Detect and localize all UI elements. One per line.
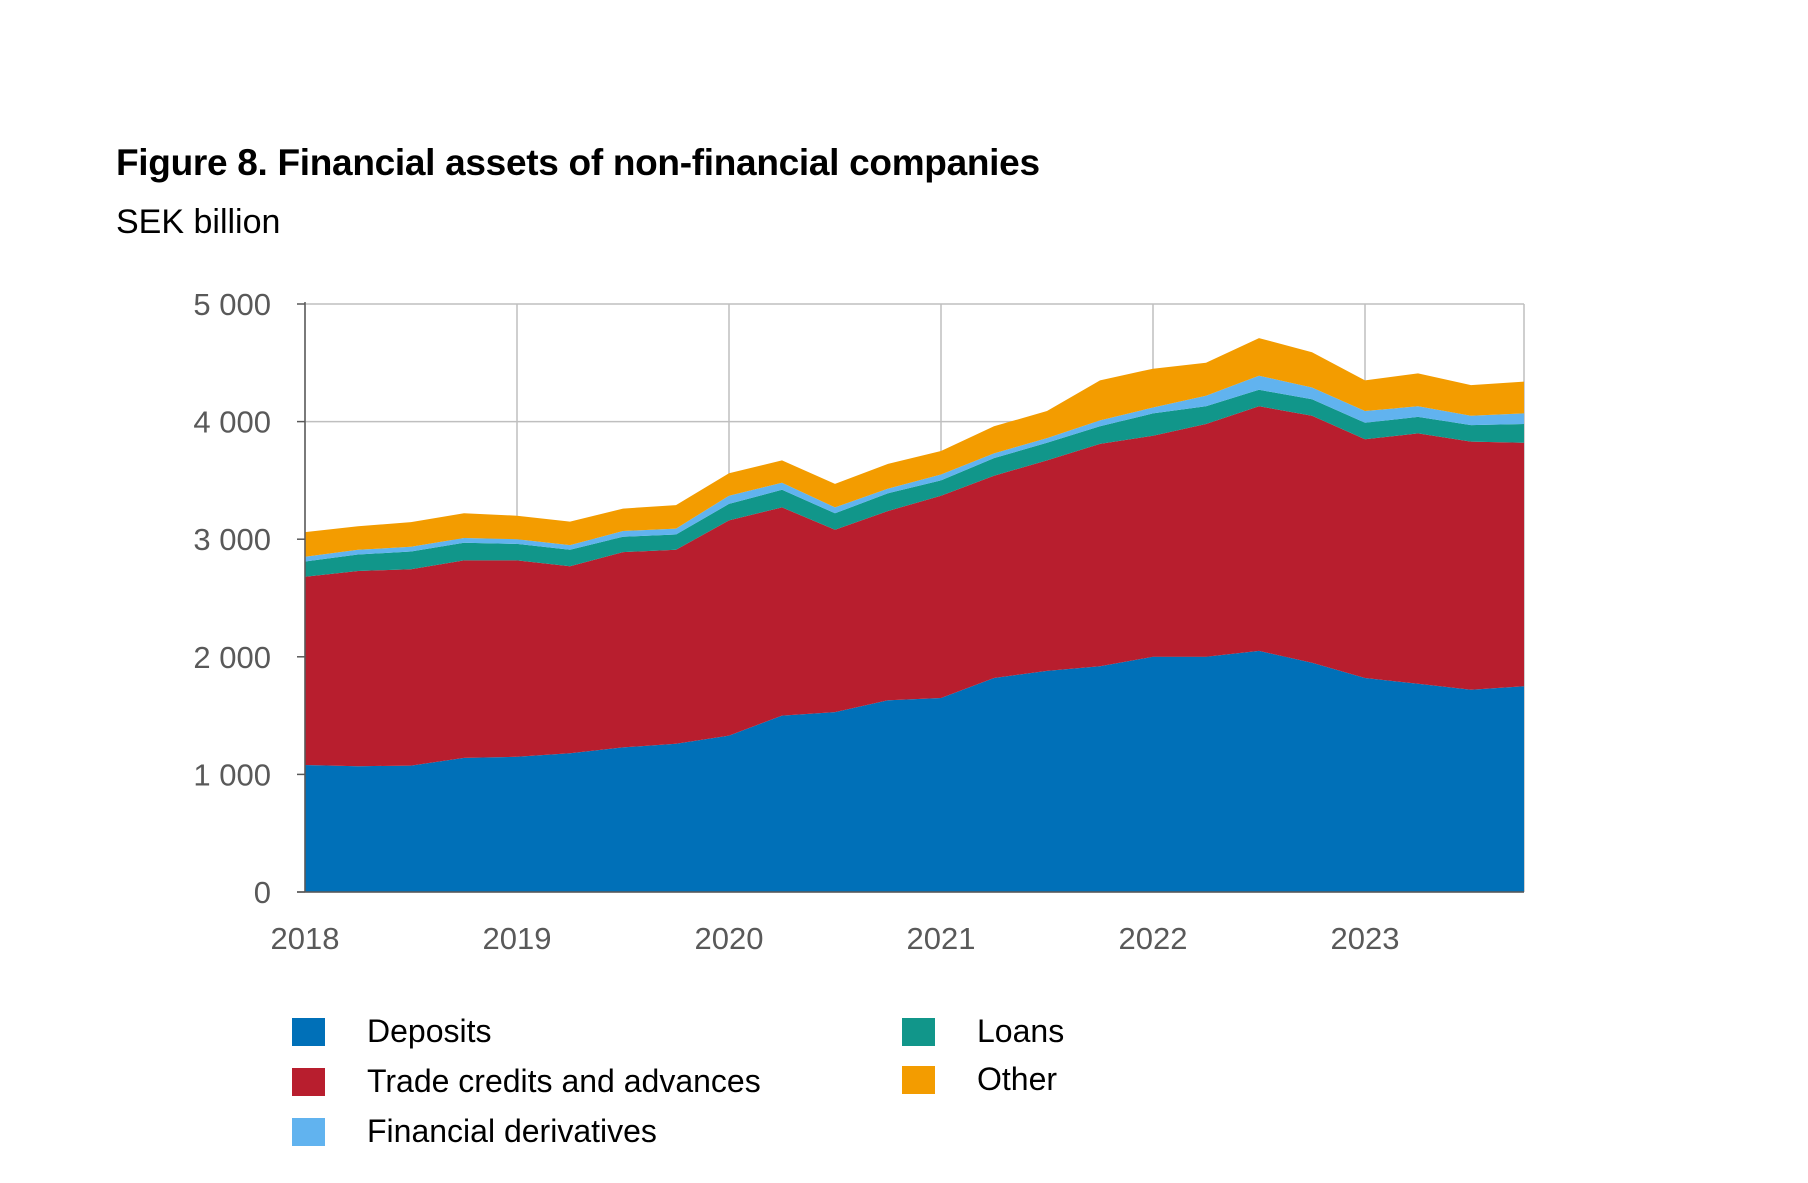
x-tick-label: 2018: [271, 921, 340, 956]
y-tick-label: 0: [254, 875, 271, 910]
area-loans: [305, 389, 1524, 577]
y-tick-label: 1 000: [193, 757, 271, 792]
chart-title: Figure 8. Financial assets of non-financ…: [116, 142, 1040, 183]
y-tick-label: 2 000: [193, 640, 271, 675]
x-tick-label: 2020: [695, 921, 764, 956]
y-tick-label: 3 000: [193, 522, 271, 557]
y-tick-label: 5 000: [193, 287, 271, 322]
x-tick-label: 2021: [907, 921, 976, 956]
chart-subtitle: SEK billion: [116, 203, 281, 241]
x-tick-label: 2019: [483, 921, 552, 956]
area-deposits: [305, 650, 1524, 892]
area-trade-credits-and-advances: [305, 406, 1524, 767]
area-other: [305, 338, 1524, 557]
y-tick-label: 4 000: [193, 405, 271, 440]
x-tick-label: 2022: [1119, 921, 1188, 956]
x-tick-label: 2023: [1331, 921, 1400, 956]
